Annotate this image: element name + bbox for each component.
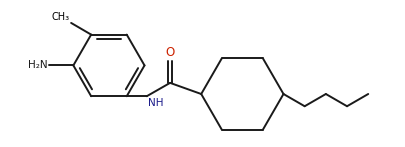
Text: NH: NH bbox=[147, 98, 163, 108]
Text: CH₃: CH₃ bbox=[52, 12, 70, 22]
Text: O: O bbox=[165, 46, 174, 59]
Text: H₂N: H₂N bbox=[28, 60, 48, 70]
